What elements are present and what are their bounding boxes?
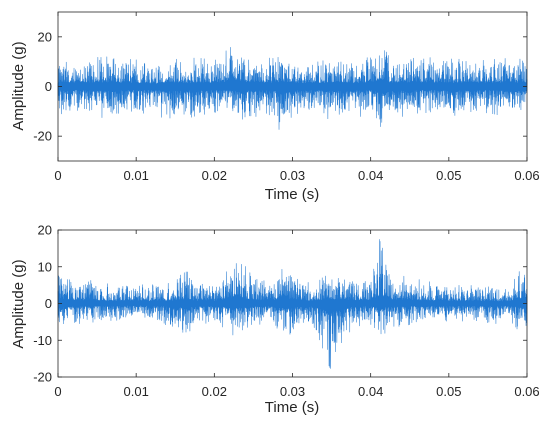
x-tick-label: 0 (54, 384, 61, 399)
x-tick-label: 0.04 (358, 168, 383, 183)
x-tick-label: 0.02 (202, 168, 227, 183)
y-tick-label: 10 (38, 259, 52, 274)
y-tick-label: 0 (45, 296, 52, 311)
y-tick-label: -10 (33, 333, 52, 348)
chart-bottom-x-axis-label: Time (s) (265, 399, 319, 416)
x-tick-label: 0.06 (514, 168, 539, 183)
x-tick-label: 0.03 (280, 168, 305, 183)
y-tick-label: 20 (38, 223, 52, 238)
chart-top-amplitude: 0 0.01 0.02 0.03 0.04 0.05 0.06 20 0 -20 Time (s… (10, 11, 540, 203)
chart-bottom-amplitude: 0 0.01 0.02 0.03 0.04 0.05 0.06 20 10 0 -10 -20 Ti… (10, 223, 540, 417)
y-tick-label: 20 (38, 29, 52, 44)
x-tick-label: 0.05 (436, 168, 461, 183)
x-tick-label: 0.02 (202, 384, 227, 399)
x-tick-label: 0.04 (358, 384, 383, 399)
chart-top-plot-area (57, 47, 528, 130)
x-tick-label: 0.03 (280, 384, 305, 399)
chart-bottom-signal-series (57, 239, 528, 369)
chart-bottom-plot-area (57, 239, 528, 369)
chart-bottom-y-ticks: 20 10 0 -10 -20 (33, 223, 527, 385)
chart-top-x-ticks: 0 0.01 0.02 0.03 0.04 0.05 0.06 (54, 12, 540, 183)
x-tick-label: 0 (54, 168, 61, 183)
chart-bottom-x-ticks: 0 0.01 0.02 0.03 0.04 0.05 0.06 (54, 230, 540, 399)
y-tick-label: -20 (33, 370, 52, 385)
chart-top-y-ticks: 20 0 -20 (33, 29, 527, 144)
chart-top-y-axis-label: Amplitude (g) (10, 41, 27, 130)
y-tick-label: -20 (33, 129, 52, 144)
y-tick-label: 0 (45, 79, 52, 94)
x-tick-label: 0.01 (124, 384, 149, 399)
chart-top-x-axis-label: Time (s) (265, 186, 319, 203)
x-tick-label: 0.06 (514, 384, 539, 399)
chart-top-signal-series (57, 47, 528, 130)
x-tick-label: 0.01 (124, 168, 149, 183)
x-tick-label: 0.05 (436, 384, 461, 399)
chart-bottom-y-axis-label: Amplitude (g) (10, 259, 27, 348)
